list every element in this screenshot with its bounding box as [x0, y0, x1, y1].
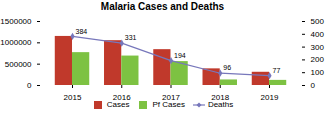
svg-text:400: 400: [311, 30, 325, 39]
svg-text:500: 500: [311, 17, 325, 26]
svg-text:0: 0: [27, 81, 32, 90]
svg-text:2016: 2016: [113, 93, 131, 102]
html-text:Deaths: Deaths: [207, 100, 234, 109]
html-text:Cases: Cases: [106, 100, 130, 109]
svg-text:1000000: 1000000: [0, 38, 32, 47]
svg-text:2017: 2017: [162, 93, 180, 102]
svg-text:1500000: 1500000: [0, 17, 32, 26]
svg-text:96: 96: [223, 64, 231, 71]
svg-text:0: 0: [311, 81, 316, 90]
html-text:Malaria Cases and Deaths: Malaria Cases and Deaths: [100, 1, 225, 12]
svg-text:2019: 2019: [261, 93, 279, 102]
svg-text:300: 300: [311, 43, 325, 52]
html-text:Pf Cases: Pf Cases: [152, 100, 185, 109]
svg-text:194: 194: [174, 52, 186, 59]
svg-text:331: 331: [125, 34, 137, 41]
svg-text:2015: 2015: [64, 93, 82, 102]
svg-text:77: 77: [272, 67, 280, 74]
svg-text:200: 200: [311, 55, 325, 64]
svg-text:500000: 500000: [5, 60, 32, 69]
svg-text:2018: 2018: [211, 93, 229, 102]
svg-text:100: 100: [311, 68, 325, 77]
svg-text:384: 384: [76, 28, 88, 35]
